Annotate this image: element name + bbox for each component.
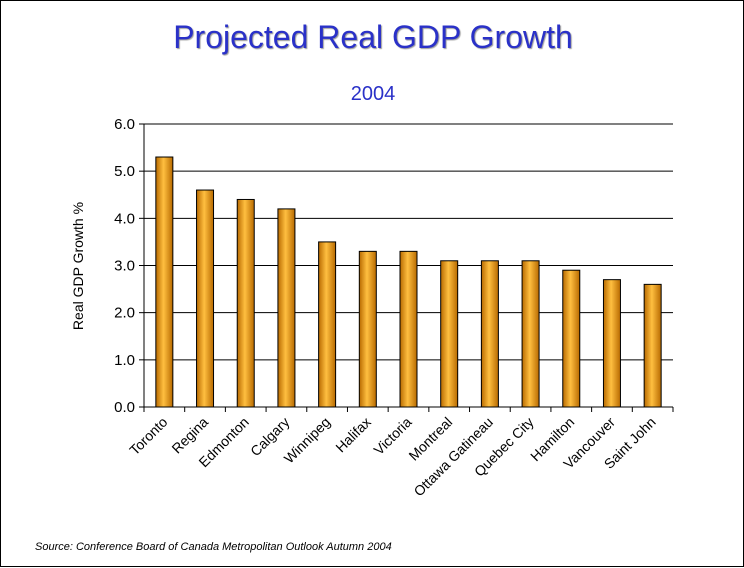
y-tick-label: 6.0 — [114, 116, 135, 133]
y-tick-label: 2.0 — [114, 305, 135, 322]
bar-vancouver — [602, 279, 621, 408]
bar-hamilton — [562, 269, 581, 408]
bar-quebec-city — [521, 260, 540, 408]
bar-regina — [196, 189, 215, 408]
y-tick-label: 1.0 — [114, 352, 135, 369]
bar-victoria — [399, 250, 418, 408]
axes — [139, 123, 674, 412]
bar-edmonton — [236, 198, 255, 408]
bar-montreal — [440, 260, 459, 408]
bar-winnipeg — [318, 241, 337, 408]
source-note: Source: Conference Board of Canada Metro… — [35, 541, 392, 553]
y-tick-label: 3.0 — [114, 258, 135, 275]
bar-toronto — [155, 156, 174, 408]
chart-subtitle: 2004 — [350, 83, 396, 105]
y-axis-label: Real GDP Growth % — [70, 202, 86, 330]
chart-title: Projected Real GDP Growth — [173, 19, 573, 55]
x-tick-label: Halifax — [332, 414, 374, 456]
bars — [155, 156, 662, 408]
bar-halifax — [358, 250, 377, 408]
bar-ottawa-gatineau — [480, 260, 499, 408]
y-tick-label: 0.0 — [114, 399, 135, 416]
x-tick-label: Toronto — [126, 414, 170, 458]
y-tick-label: 4.0 — [114, 210, 135, 227]
y-tick-label: 5.0 — [114, 163, 135, 180]
bar-calgary — [277, 208, 296, 408]
bar-saint-john — [643, 283, 662, 408]
